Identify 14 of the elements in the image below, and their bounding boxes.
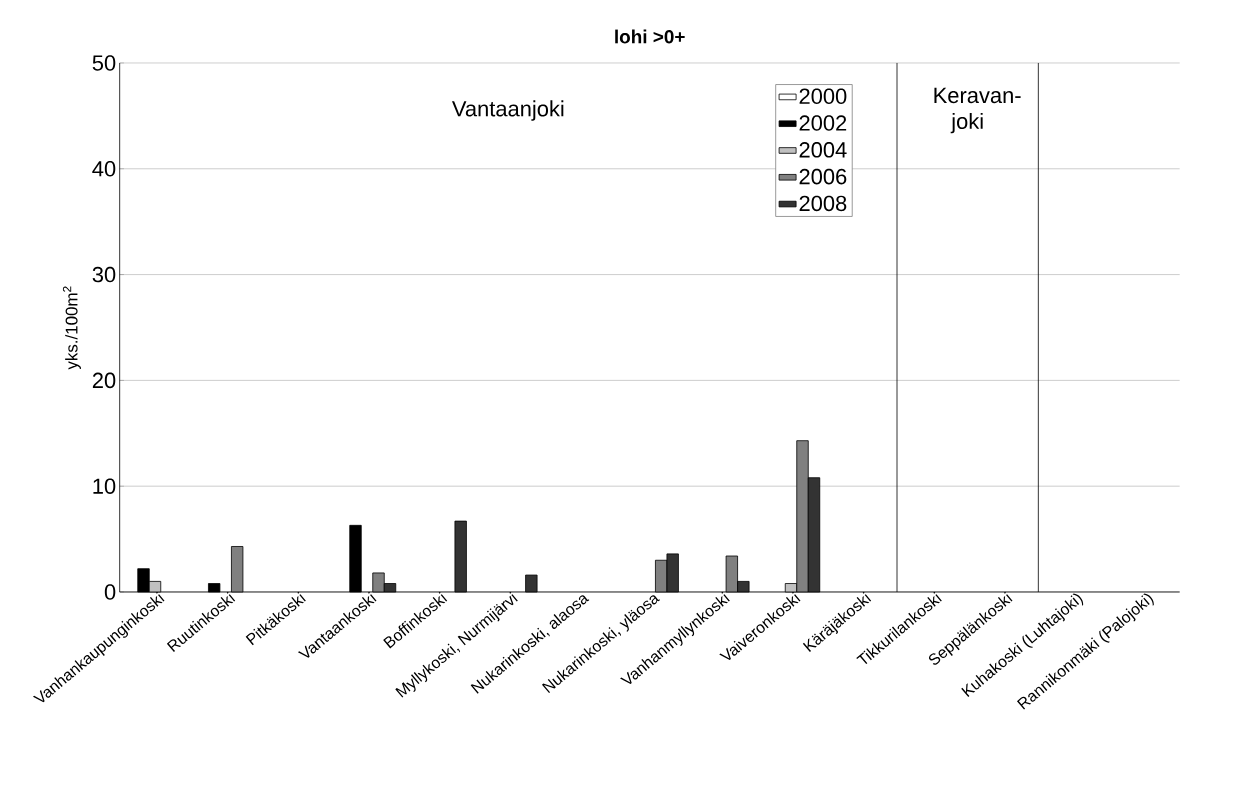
legend-label: 2000 bbox=[799, 88, 847, 105]
annotation: Vantaanjoki bbox=[451, 100, 564, 121]
y-tick-label: 30 bbox=[92, 266, 116, 283]
legend-label: 2004 bbox=[799, 142, 847, 158]
annotation: Keravan-joki bbox=[934, 87, 1021, 134]
legend-label: 2002 bbox=[799, 115, 847, 131]
y-tick-label: 50 bbox=[92, 55, 116, 71]
y-axis-title: yks./100m$^{2}$ bbox=[62, 286, 81, 370]
y-tick-label: 40 bbox=[92, 161, 116, 177]
y-tick-label: 10 bbox=[93, 478, 116, 494]
legend-label: 2008 bbox=[799, 195, 847, 212]
legend-label: 2006 bbox=[799, 168, 847, 185]
chart-title: lohi >0+ bbox=[615, 29, 685, 44]
y-tick-label: 20 bbox=[92, 372, 116, 389]
